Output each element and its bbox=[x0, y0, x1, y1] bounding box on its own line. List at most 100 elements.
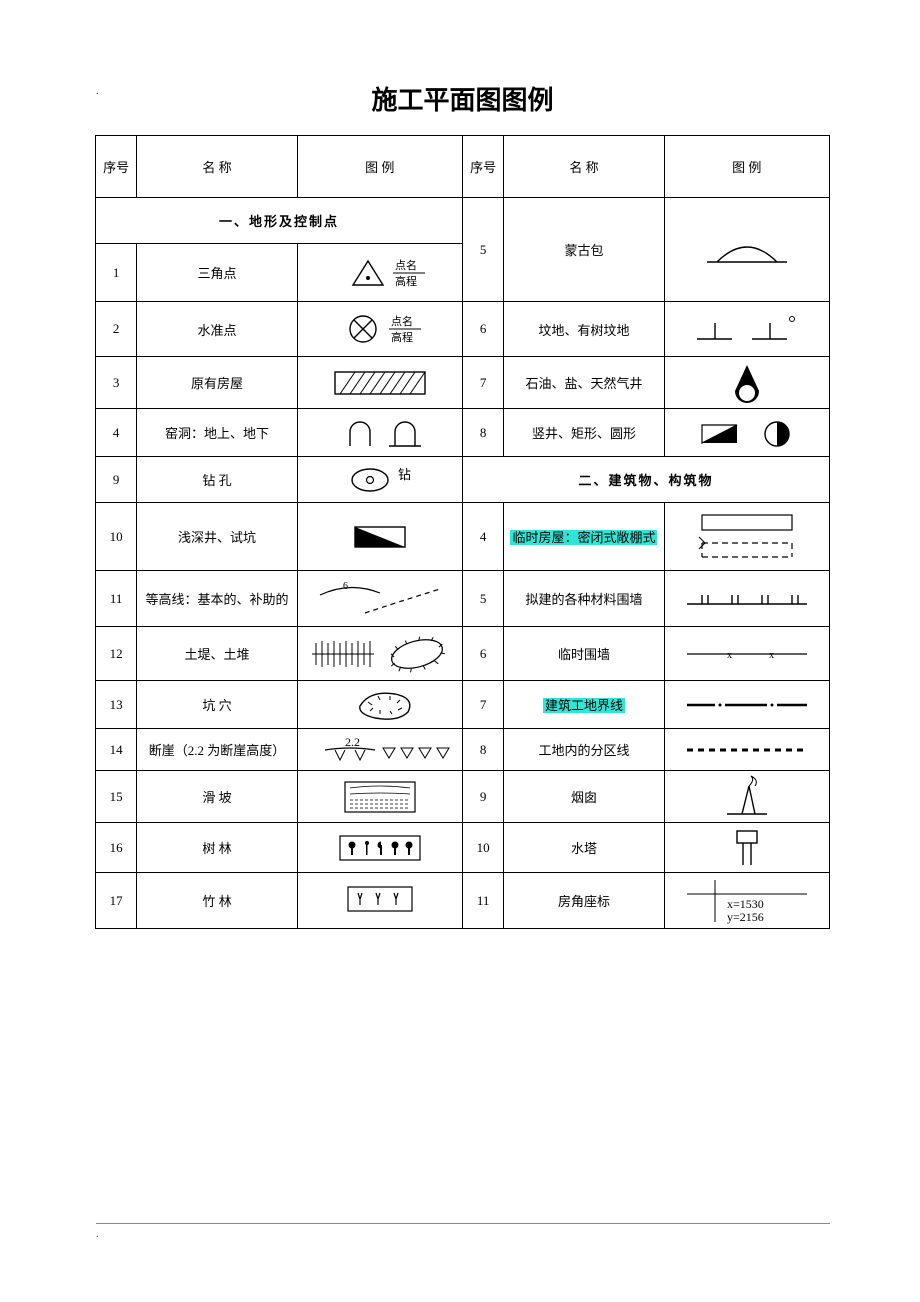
cell-name: 房角座标 bbox=[504, 873, 664, 929]
table-row: 11 等高线：基本的、补助的 6 5 拟建的各种材料围墙 bbox=[96, 571, 830, 627]
symbol-oil-well bbox=[664, 357, 829, 409]
cell-name: 三角点 bbox=[137, 244, 297, 302]
cell-num: 9 bbox=[96, 457, 137, 503]
svg-text:6: 6 bbox=[343, 581, 348, 592]
cell-num: 14 bbox=[96, 729, 137, 771]
svg-text:高程: 高程 bbox=[391, 330, 413, 344]
page-title: 施工平面图图例 bbox=[95, 80, 830, 117]
cell-name: 临时围墙 bbox=[504, 627, 664, 681]
cell-name: 坑 穴 bbox=[137, 681, 297, 729]
cell-name: 竖井、矩形、圆形 bbox=[504, 409, 664, 457]
cell-num: 4 bbox=[462, 503, 503, 571]
symbol-planned-wall bbox=[664, 571, 829, 627]
table-row: 12 土堤、土堆 6 临时围墙 bbox=[96, 627, 830, 681]
cell-num: 8 bbox=[462, 729, 503, 771]
table-row: 10 浅深井、试坑 4 临时房屋：密闭式敞棚式 bbox=[96, 503, 830, 571]
table-row: 4 窑洞：地上、地下 8 竖井、矩形、圆形 bbox=[96, 409, 830, 457]
cell-num: 2 bbox=[96, 302, 137, 357]
symbol-contour: 6 bbox=[297, 571, 462, 627]
table-row: 17 竹 林 11 房角座标 x=1530 y=2156 bbox=[96, 873, 830, 929]
th-num-l: 序号 bbox=[96, 136, 137, 198]
symbol-drill: 钻 bbox=[297, 457, 462, 503]
cell-num: 6 bbox=[462, 302, 503, 357]
symbol-cave bbox=[297, 409, 462, 457]
legend-table: 序号 名 称 图 例 序号 名 称 图 例 一、地形及控制点 5 蒙古包 1 三… bbox=[95, 135, 830, 929]
cell-name: 土堤、土堆 bbox=[137, 627, 297, 681]
cell-num: 1 bbox=[96, 244, 137, 302]
svg-text:钻: 钻 bbox=[398, 467, 411, 482]
cell-num: 8 bbox=[462, 409, 503, 457]
cell-num: 7 bbox=[462, 681, 503, 729]
cell-name: 滑 坡 bbox=[137, 771, 297, 823]
cell-name: 坟地、有树坟地 bbox=[504, 302, 664, 357]
table-row: 13 坑 穴 7 建筑工地界线 bbox=[96, 681, 830, 729]
symbol-shaft bbox=[664, 409, 829, 457]
highlight: 临时房屋：密闭式敞棚式 bbox=[510, 530, 657, 545]
svg-text:y=2156: y=2156 bbox=[727, 910, 764, 924]
cell-name: 临时房屋：密闭式敞棚式 bbox=[504, 503, 664, 571]
section-terrain: 一、地形及控制点 bbox=[96, 198, 463, 244]
table-row: 一、地形及控制点 5 蒙古包 bbox=[96, 198, 830, 244]
symbol-zone-line bbox=[664, 729, 829, 771]
cell-num: 13 bbox=[96, 681, 137, 729]
cell-name: 工地内的分区线 bbox=[504, 729, 664, 771]
cell-num: 6 bbox=[462, 627, 503, 681]
symbol-chimney bbox=[664, 771, 829, 823]
symbol-pit bbox=[297, 681, 462, 729]
cell-num: 12 bbox=[96, 627, 137, 681]
cell-name: 蒙古包 bbox=[504, 198, 664, 302]
symbol-temp-building bbox=[664, 503, 829, 571]
table-row: 3 原有房屋 7 石油、盐、天然气井 bbox=[96, 357, 830, 409]
header-row: 序号 名 称 图 例 序号 名 称 图 例 bbox=[96, 136, 830, 198]
cell-name: 等高线：基本的、补助的 bbox=[137, 571, 297, 627]
cell-num: 17 bbox=[96, 873, 137, 929]
cell-name: 石油、盐、天然气井 bbox=[504, 357, 664, 409]
th-num-r: 序号 bbox=[462, 136, 503, 198]
footer-rule bbox=[96, 1223, 830, 1224]
section-buildings: 二、建筑物、构筑物 bbox=[462, 457, 829, 503]
svg-text:点名: 点名 bbox=[391, 314, 413, 328]
table-row: 16 树 林 10 水塔 bbox=[96, 823, 830, 873]
table-row: 2 水准点 点名 高程 6 坟地、有树坟地 bbox=[96, 302, 830, 357]
cell-num: 16 bbox=[96, 823, 137, 873]
th-name-r: 名 称 bbox=[504, 136, 664, 198]
cell-num: 11 bbox=[462, 873, 503, 929]
symbol-temp-wall: xx bbox=[664, 627, 829, 681]
cell-num: 9 bbox=[462, 771, 503, 823]
svg-text:点名: 点名 bbox=[395, 258, 417, 272]
symbol-cliff: 2.2 bbox=[297, 729, 462, 771]
symbol-site-boundary bbox=[664, 681, 829, 729]
symbol-yurt bbox=[664, 198, 829, 302]
cell-name: 烟囱 bbox=[504, 771, 664, 823]
cell-num: 10 bbox=[96, 503, 137, 571]
symbol-bamboo bbox=[297, 873, 462, 929]
cell-name: 拟建的各种材料围墙 bbox=[504, 571, 664, 627]
cell-name: 钻 孔 bbox=[137, 457, 297, 503]
cell-num: 10 bbox=[462, 823, 503, 873]
svg-text:x=1530: x=1530 bbox=[727, 897, 764, 911]
symbol-triangle-point: 点名 高程 bbox=[297, 244, 462, 302]
svg-text:2.2: 2.2 bbox=[345, 735, 360, 749]
table-row: 9 钻 孔 钻 二、建筑物、构筑物 bbox=[96, 457, 830, 503]
symbol-level-point: 点名 高程 bbox=[297, 302, 462, 357]
cell-name: 原有房屋 bbox=[137, 357, 297, 409]
cell-num: 7 bbox=[462, 357, 503, 409]
th-sym-r: 图 例 bbox=[664, 136, 829, 198]
cell-num: 11 bbox=[96, 571, 137, 627]
svg-text:x: x bbox=[769, 650, 774, 661]
symbol-corner-coord: x=1530 y=2156 bbox=[664, 873, 829, 929]
symbol-embankment bbox=[297, 627, 462, 681]
symbol-existing-building bbox=[297, 357, 462, 409]
cell-num: 5 bbox=[462, 198, 503, 302]
th-sym-l: 图 例 bbox=[297, 136, 462, 198]
symbol-water-tower bbox=[664, 823, 829, 873]
highlight: 建筑工地界线 bbox=[543, 698, 625, 713]
symbol-grave bbox=[664, 302, 829, 357]
cell-name: 建筑工地界线 bbox=[504, 681, 664, 729]
cell-name: 树 林 bbox=[137, 823, 297, 873]
symbol-test-pit bbox=[297, 503, 462, 571]
cell-name: 竹 林 bbox=[137, 873, 297, 929]
cell-num: 15 bbox=[96, 771, 137, 823]
cell-name: 浅深井、试坑 bbox=[137, 503, 297, 571]
cell-name: 断崖（2.2 为断崖高度） bbox=[137, 729, 297, 771]
